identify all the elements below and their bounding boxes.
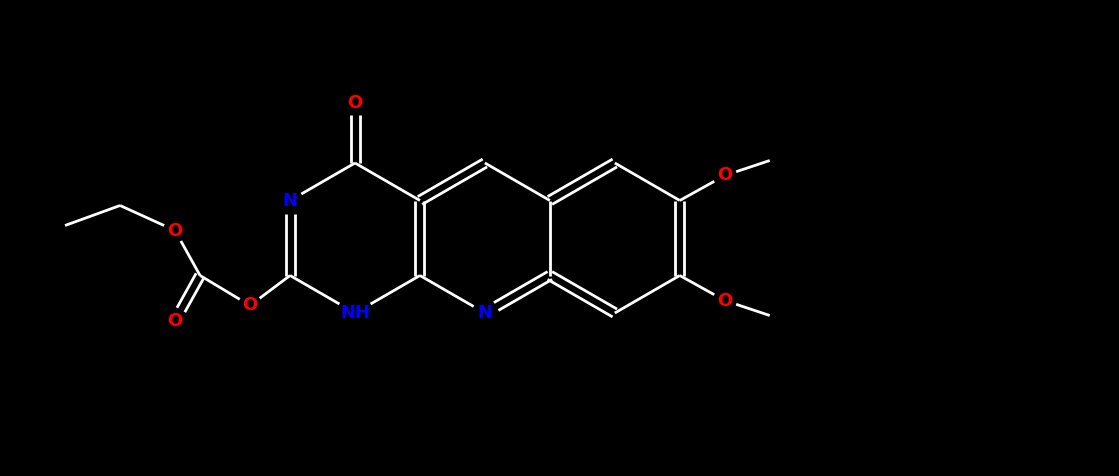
Text: O: O: [347, 94, 363, 112]
Text: NH: NH: [340, 304, 370, 322]
Text: O: O: [168, 221, 182, 239]
Text: O: O: [168, 311, 182, 329]
Text: O: O: [717, 291, 732, 309]
Text: O: O: [717, 167, 732, 185]
Text: O: O: [243, 297, 257, 315]
Text: N: N: [283, 191, 298, 209]
Text: N: N: [478, 304, 492, 322]
